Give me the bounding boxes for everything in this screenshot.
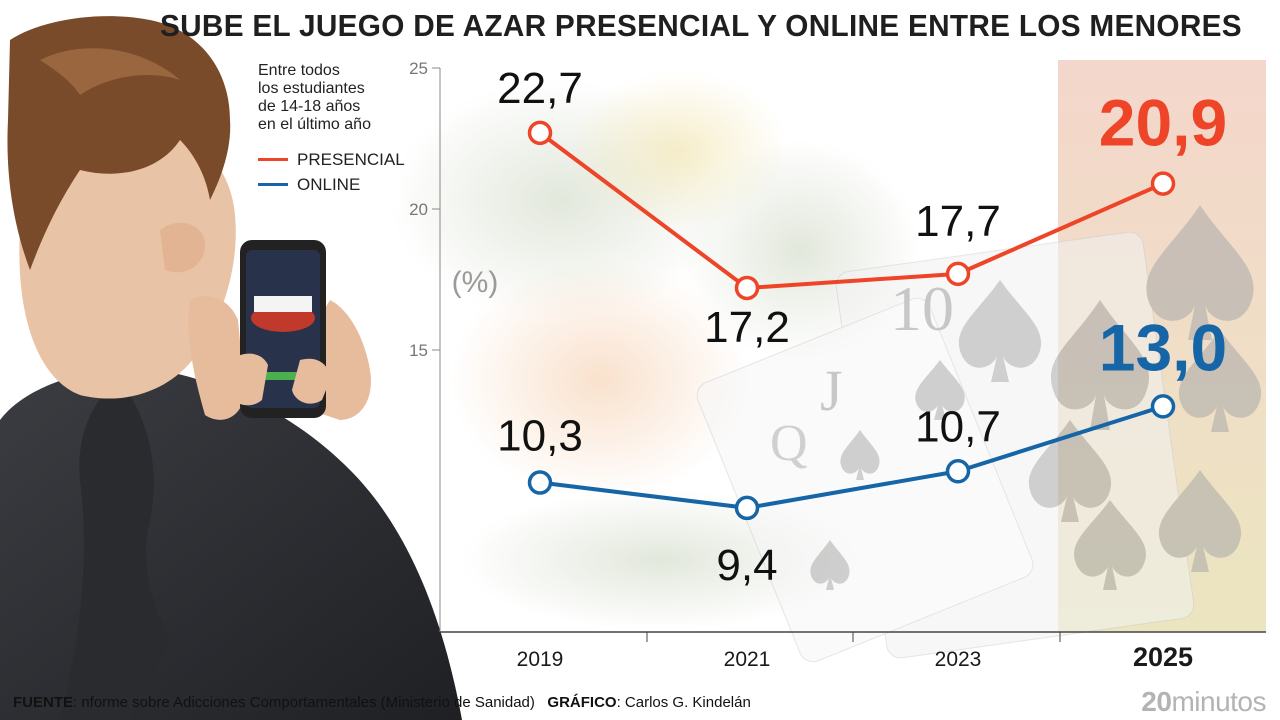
subtitle-line: los estudiantes (258, 80, 365, 97)
data-label-presencial: 17,7 (915, 197, 1001, 246)
x-tick-label: 2019 (517, 648, 564, 671)
chart-subtitle: Entre todos los estudiantes de 14-18 año… (258, 62, 371, 134)
legend-item-presencial: PRESENCIAL (258, 147, 405, 172)
x-tick-label: 2025 (1133, 642, 1193, 672)
data-label-presencial: 22,7 (497, 64, 583, 113)
subtitle-line: de 14-18 años (258, 98, 361, 115)
brand-logo: 20minutos (1141, 686, 1266, 718)
svg-text:10: 10 (890, 273, 954, 344)
data-label-online: 10,7 (915, 402, 1001, 451)
data-point-online (527, 470, 553, 495)
y-tick-label: 25 (409, 59, 428, 78)
data-point-online (945, 459, 971, 484)
footer-credits: FUENTE: nforme sobre Adicciones Comporta… (13, 694, 751, 711)
casino-backdrop (390, 70, 920, 630)
legend-label: PRESENCIAL (297, 149, 405, 169)
data-point-presencial (945, 261, 971, 287)
footer-source-label: FUENTE (13, 694, 73, 711)
data-label-presencial: 17,2 (704, 303, 790, 352)
legend-item-online: ONLINE (258, 172, 405, 197)
subtitle-line: en el último año (258, 116, 371, 133)
series-line-presencial (538, 131, 1164, 290)
data-point-online (1150, 394, 1176, 419)
data-label-online: 10,3 (497, 412, 583, 461)
boy-with-phone-illustration (0, 16, 462, 720)
chart-axes: 25 20 15 (%) 2019 2021 2023 2025 (409, 59, 1266, 672)
chart-legend: PRESENCIAL ONLINE (258, 147, 405, 197)
footer-source-text: : nforme sobre Adicciones Comportamental… (73, 694, 535, 711)
data-point-presencial (734, 275, 760, 301)
data-label-online: 9,4 (716, 541, 777, 590)
logo-word: minutos (1171, 686, 1266, 717)
svg-text:Q: Q (770, 415, 808, 472)
legend-label: ONLINE (297, 174, 361, 194)
footer-graphic-text: : Carlos G. Kindelán (616, 694, 751, 711)
data-point-online (734, 495, 760, 521)
chart-title: SUBE EL JUEGO DE AZAR PRESENCIAL Y ONLIN… (160, 8, 1242, 43)
logo-number: 20 (1141, 686, 1172, 717)
data-point-presencial (1150, 171, 1176, 196)
data-label-online: 13,0 (1099, 310, 1227, 384)
data-label-presencial: 20,9 (1099, 86, 1227, 160)
x-tick-label: 2023 (935, 648, 982, 671)
svg-text:J: J (820, 358, 843, 423)
data-point-presencial (527, 120, 553, 146)
legend-swatch-online (258, 183, 288, 186)
legend-swatch-presencial (258, 158, 288, 161)
chart-series: 22,7 17,2 17,7 20,9 10,3 9,4 10,7 13,0 (497, 64, 1227, 590)
x-tick-label: 2021 (724, 648, 771, 671)
footer-graphic-label: GRÁFICO (547, 694, 617, 711)
y-tick-label: 20 (409, 200, 428, 219)
subtitle-line: Entre todos (258, 62, 340, 79)
playing-cards-illustration: 10 J Q (696, 205, 1262, 663)
y-tick-label: 15 (409, 341, 428, 360)
y-axis-unit-label: (%) (452, 266, 499, 299)
series-line-online (539, 404, 1164, 510)
